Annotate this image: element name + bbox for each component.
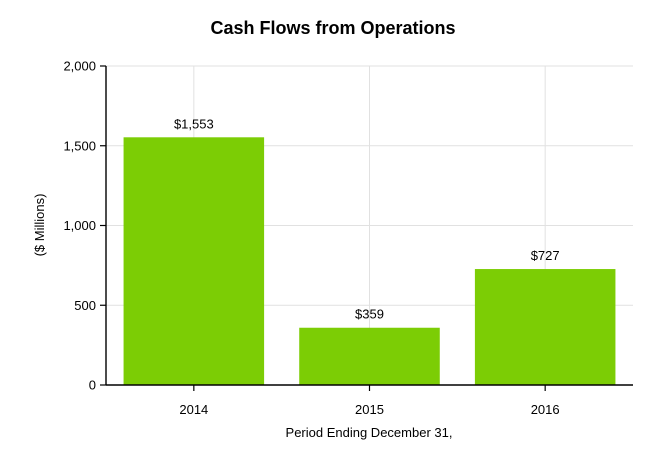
x-axis-label: Period Ending December 31, xyxy=(286,425,453,440)
x-tick-label-2014: 2014 xyxy=(179,402,208,417)
data-label-2015: $359 xyxy=(355,307,384,322)
y-tick-label: 2,000 xyxy=(63,59,96,74)
bar-2016 xyxy=(474,269,616,385)
axes: 0 500 1,000 1,500 2,000 2014 2015 2016 xyxy=(63,59,633,417)
data-labels: $1,553 $359 $727 xyxy=(174,116,560,321)
y-tick-label: 1,500 xyxy=(63,138,96,153)
y-tick-label: 500 xyxy=(74,298,96,313)
chart-title: Cash Flows from Operations xyxy=(210,18,455,38)
y-tick-label: 0 xyxy=(89,378,96,393)
data-label-2014: $1,553 xyxy=(174,116,214,131)
bar-2015 xyxy=(299,327,440,385)
x-tick-label-2016: 2016 xyxy=(531,402,560,417)
bar-2014 xyxy=(123,137,265,385)
bars xyxy=(123,137,616,385)
y-tick-label: 1,000 xyxy=(63,218,96,233)
x-tick-label-2015: 2015 xyxy=(355,402,384,417)
data-label-2016: $727 xyxy=(531,248,560,263)
y-axis-label: ($ Millions) xyxy=(32,194,47,257)
